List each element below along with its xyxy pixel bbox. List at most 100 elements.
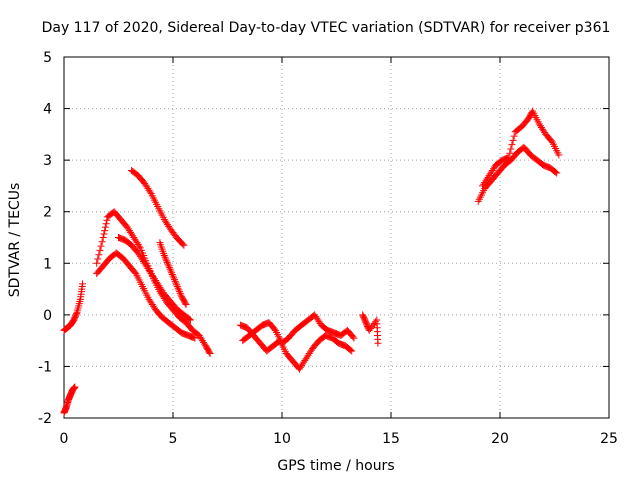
y-tick-label: 3 [43,153,52,169]
series-midday-tail [359,311,382,347]
data-point [102,220,110,228]
data-point [99,234,107,241]
data-point [162,257,170,265]
data-point [170,276,178,284]
series-early-rise [60,280,87,334]
data-point [508,141,516,149]
data-point [163,258,171,266]
data-point [205,348,213,356]
data-point [553,169,561,177]
data-point [93,259,101,267]
series-midday-a [237,321,356,373]
data-point [101,227,109,235]
data-point [162,255,170,263]
data-point [186,316,194,324]
grid-lines [64,57,609,418]
data-point [100,230,108,238]
y-tick-label: 0 [43,308,52,324]
data-point [170,274,178,282]
data-point [349,333,357,341]
data-point [165,264,173,272]
data-point [97,242,105,250]
data-point [135,242,143,250]
data-point [94,255,102,263]
data-point [96,246,104,254]
data-point [165,262,173,270]
data-point [160,252,168,260]
data-point [201,340,209,348]
series-morning-lower [93,249,199,342]
data-point [174,284,182,292]
data-point [348,347,356,355]
data-point [103,216,111,224]
data-point [347,346,355,354]
y-tick-label: 1 [43,256,52,272]
data-point [505,154,513,162]
data-point [374,339,382,347]
data-point [173,282,181,290]
data-point [182,301,190,309]
data-point [180,241,188,249]
data-point [167,267,175,275]
data-point [69,318,77,326]
data-point [179,240,187,248]
data-point [175,286,183,294]
data-point [71,383,79,391]
data-point [185,315,193,323]
data-point [166,265,174,273]
data-point [146,188,154,196]
data-point [169,272,177,280]
series-midday-b [239,311,358,347]
data-point [173,281,181,289]
x-tick-label: 10 [273,431,291,447]
x-tick-label: 20 [491,431,509,447]
data-points [60,107,563,417]
data-point [506,149,514,157]
data-point [73,310,81,318]
data-point [98,238,106,246]
series-morning-mid [115,234,194,324]
y-tick-label: -1 [38,359,52,375]
series-spike-band [156,239,190,309]
data-point [191,334,199,342]
data-point [95,251,103,259]
series-early-low [60,383,79,417]
data-point [528,108,536,116]
data-point [79,280,87,288]
data-point [555,151,563,159]
series-high-diagonal [128,166,188,249]
plot-border [63,56,610,419]
axis-ticks: 0 5 10 15 20 25 -2 -1 0 1 2 3 4 5 [38,50,618,447]
x-tick-label: 5 [169,431,178,447]
series-morning-upper [93,208,214,358]
x-tick-label: 0 [60,431,69,447]
x-tick-label: 15 [382,431,400,447]
chart-title: Day 117 of 2020, Sidereal Day-to-day VTE… [42,20,611,36]
data-point [171,277,179,285]
data-point [172,279,180,287]
data-point [101,223,109,231]
data-point [177,291,185,299]
data-point [510,132,518,140]
data-point [350,334,358,342]
y-tick-label: 5 [43,50,52,66]
data-point [552,168,560,176]
y-tick-label: 4 [43,102,52,118]
data-point [168,269,176,277]
data-point [161,253,169,261]
data-point [509,136,517,144]
data-point [181,299,189,307]
x-axis-label: GPS time / hours [277,458,394,474]
series-evening-upper [479,107,563,190]
x-tick-label: 25 [600,431,618,447]
data-point [206,350,214,358]
y-tick-label: -2 [38,411,52,427]
data-point [507,145,515,153]
data-point [176,289,184,297]
data-point [164,260,172,268]
data-point [168,270,176,278]
y-tick-label: 2 [43,205,52,221]
y-axis-label: SDTVAR / TECUs [7,183,23,298]
data-point [176,288,184,296]
